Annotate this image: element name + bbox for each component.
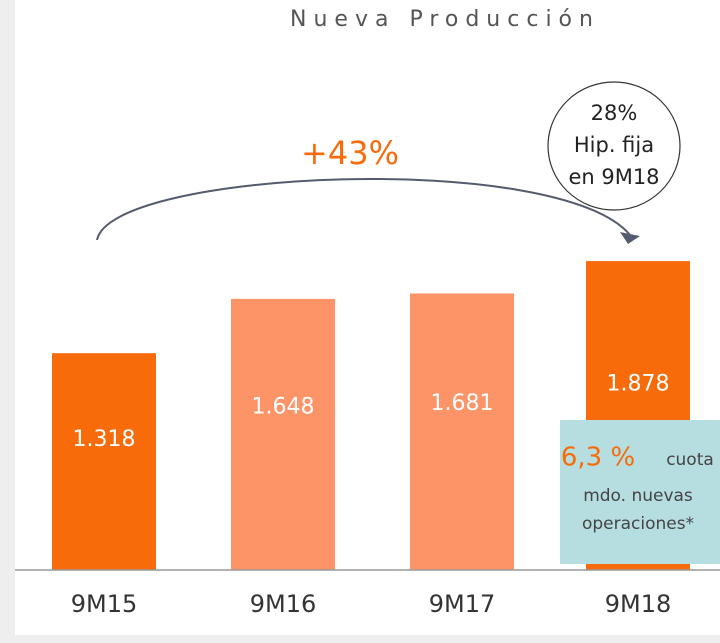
growth-label: +43% bbox=[301, 134, 399, 172]
bar bbox=[410, 293, 514, 570]
callout-circle bbox=[547, 81, 681, 211]
bar bbox=[52, 353, 156, 570]
value-label: 1.318 bbox=[73, 427, 136, 452]
share-box bbox=[560, 420, 720, 564]
share-value: 6,3 % bbox=[561, 443, 635, 473]
value-label: 1.648 bbox=[252, 394, 315, 419]
x-tick-label: 9M15 bbox=[71, 590, 138, 618]
value-label: 1.878 bbox=[607, 372, 670, 397]
share-text: mdo. nuevas bbox=[583, 486, 693, 506]
growth-arrow bbox=[96, 178, 631, 241]
callout-text: Hip. fija bbox=[574, 133, 654, 157]
x-tick-label: 9M17 bbox=[429, 590, 496, 618]
share-text: cuota bbox=[666, 450, 714, 470]
value-label: 1.681 bbox=[431, 391, 494, 416]
x-tick-label: 9M18 bbox=[605, 590, 672, 618]
bar bbox=[231, 298, 335, 570]
chart-title: Nueva Producción bbox=[290, 7, 600, 32]
x-tick-label: 9M16 bbox=[250, 590, 317, 618]
share-text: operaciones* bbox=[582, 514, 694, 534]
callout-text: 28% bbox=[591, 101, 638, 125]
arrow-head bbox=[620, 232, 640, 244]
callout-text: en 9M18 bbox=[568, 165, 659, 189]
